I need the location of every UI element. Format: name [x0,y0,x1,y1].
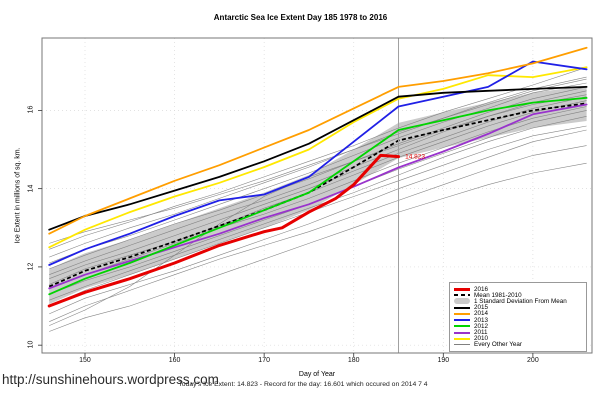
line-2014 [48,46,588,235]
x-tick-label: 190 [437,357,450,364]
line-2012 [48,97,588,296]
line-other-year [49,78,587,244]
website-url: http://sunshinehours.wordpress.com [2,372,219,387]
legend-label: 2016 [474,285,489,293]
line-2016 [47,153,400,308]
legend-row: 2016 [454,285,582,293]
legend-swatch-2011 [454,331,470,334]
legend-label: 2012 [474,322,489,330]
legend-label: 2013 [474,316,489,324]
legend-row: Mean 1981-2010 [454,291,582,299]
x-tick-label: 200 [527,357,539,364]
x-tick-label: 150 [79,357,91,364]
legend-swatch-1-standard-deviation-from-mean [454,298,470,305]
legend-row: 2015 [454,304,582,312]
y-tick-label: 14 [27,184,35,193]
line-2013 [48,60,588,266]
y-tick-label: 12 [27,262,35,271]
legend-label: 2014 [474,310,489,318]
line-other-year [49,67,587,250]
legend-swatch-2013 [454,319,470,322]
line-other-year [49,106,587,289]
x-tick-label: 160 [168,357,181,364]
status-text: Today's Ice Extent: 14.823 - Record for … [178,381,428,388]
plot-border [41,37,593,354]
line-other-year [49,162,587,332]
line-other-year [49,96,587,279]
legend-label: 2011 [474,329,488,337]
x-tick-label: 170 [258,357,270,364]
legend-row: 2010 [454,335,582,343]
legend-label: 2015 [474,304,489,312]
legend-row: 2011 [454,329,582,337]
legend-label: 2010 [474,335,489,343]
legend-label: Every Other Year [474,341,522,349]
line-other-year [49,129,587,315]
line-other-year [49,86,587,270]
legend-row: 1 Standard Deviation From Mean [454,297,582,305]
line-2011 [48,103,588,290]
legend-box: 2016 Mean 1981-2010 1 Standard Deviation F… [449,282,587,352]
line-2010 [48,66,588,249]
line-other-year [49,145,587,322]
legend-swatch-mean-1981-2010 [454,294,470,297]
y-tick-label: 10 [27,340,35,349]
legend-swatch-2015 [454,306,470,309]
legend-row: Every Other Year [454,341,582,349]
legend-swatch-2016 [454,287,470,291]
chart-title: Antarctic Sea Ice Extent Day 185 1978 to… [213,13,388,22]
legend-row: 2013 [454,316,582,324]
line-other-year [49,82,587,264]
x-tick-label: 180 [347,357,360,364]
legend-row: 2012 [454,322,582,330]
x-axis-label: Day of Year [298,371,336,378]
legend-label: Mean 1981-2010 [474,291,522,299]
line-other-year [49,116,587,301]
line-other-year [49,76,587,258]
legend-swatch-2012 [454,325,470,328]
line-2015 [48,86,588,231]
legend-swatch-every-other-year [454,344,470,346]
legend-swatch-2010 [454,337,470,340]
legend-swatch-2014 [454,312,470,315]
y-tick-label: 16 [27,106,35,114]
legend-label: 1 Standard Deviation From Mean [474,297,567,305]
legend-row: 2014 [454,310,582,318]
current-value-annotation: 14.823 [405,154,425,161]
